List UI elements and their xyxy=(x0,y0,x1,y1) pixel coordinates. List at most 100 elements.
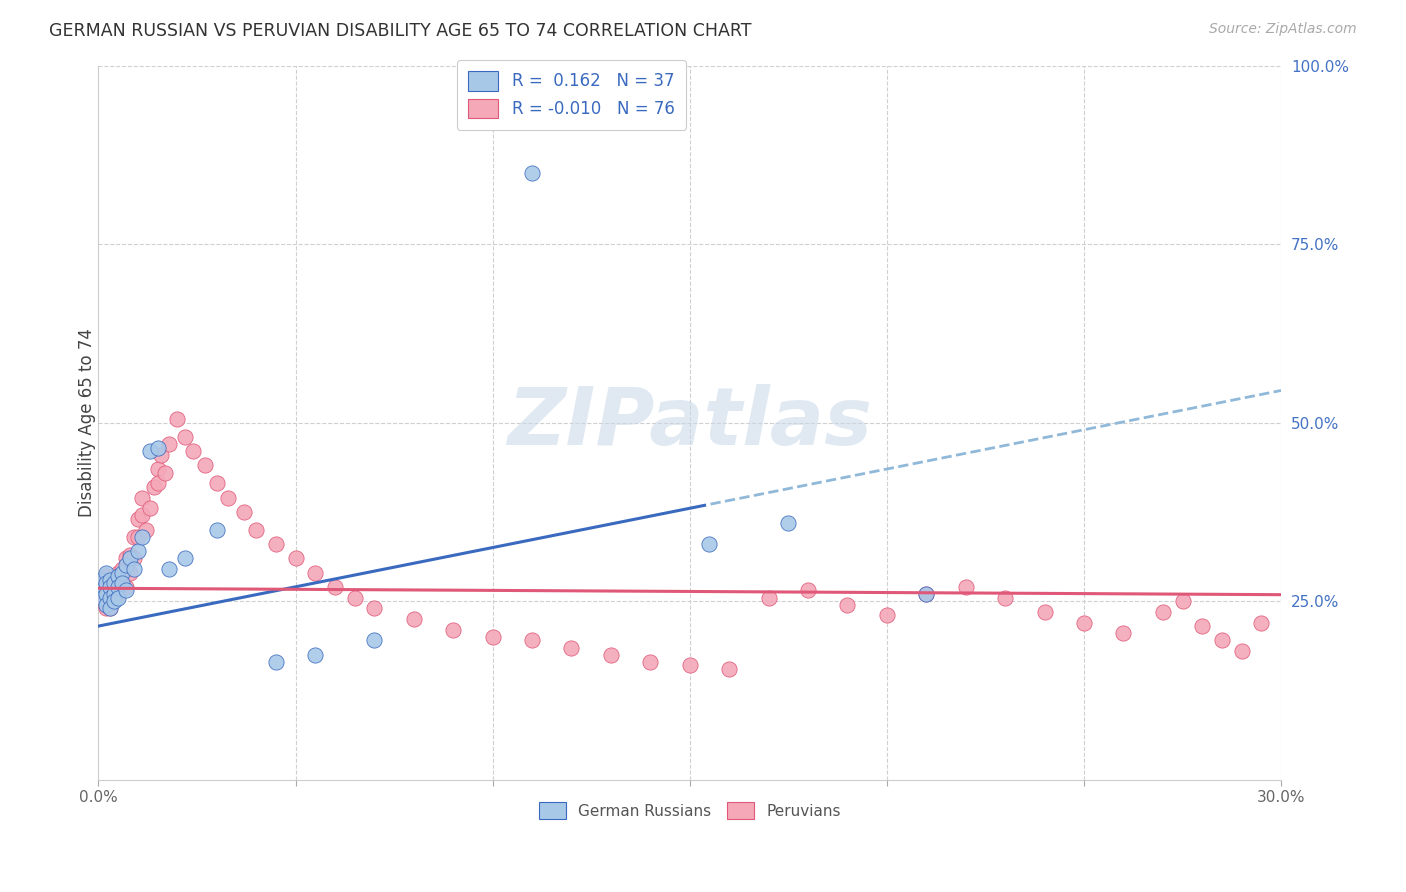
Point xyxy=(1112,626,1135,640)
Point xyxy=(1230,644,1253,658)
Point xyxy=(118,566,141,580)
Point xyxy=(758,591,780,605)
Point xyxy=(111,576,134,591)
Point xyxy=(1033,605,1056,619)
Point xyxy=(955,580,977,594)
Point xyxy=(142,480,165,494)
Point xyxy=(778,516,800,530)
Point xyxy=(98,601,121,615)
Point xyxy=(96,591,118,605)
Point xyxy=(91,587,114,601)
Point xyxy=(402,612,425,626)
Point xyxy=(107,576,129,591)
Text: ZIPatlas: ZIPatlas xyxy=(508,384,872,461)
Point xyxy=(138,501,160,516)
Point xyxy=(98,594,121,608)
Point xyxy=(157,437,180,451)
Point xyxy=(915,587,938,601)
Point xyxy=(91,583,114,598)
Point xyxy=(194,458,217,473)
Point xyxy=(146,441,169,455)
Point xyxy=(107,587,129,601)
Point xyxy=(107,566,129,580)
Point xyxy=(135,523,157,537)
Point xyxy=(174,430,197,444)
Point xyxy=(699,537,721,551)
Point xyxy=(98,573,121,587)
Point xyxy=(115,562,138,576)
Point xyxy=(103,573,125,587)
Point xyxy=(111,562,134,576)
Point xyxy=(122,562,145,576)
Point xyxy=(127,544,149,558)
Point xyxy=(96,580,118,594)
Point xyxy=(91,594,114,608)
Point xyxy=(118,551,141,566)
Point xyxy=(107,591,129,605)
Text: Source: ZipAtlas.com: Source: ZipAtlas.com xyxy=(1209,22,1357,37)
Point xyxy=(146,476,169,491)
Point xyxy=(131,508,153,523)
Point xyxy=(91,591,114,605)
Point xyxy=(304,566,326,580)
Point xyxy=(91,573,114,587)
Point xyxy=(115,551,138,566)
Point xyxy=(1211,633,1233,648)
Y-axis label: Disability Age 65 to 74: Disability Age 65 to 74 xyxy=(79,328,96,517)
Point xyxy=(98,580,121,594)
Point xyxy=(146,462,169,476)
Point xyxy=(323,580,346,594)
Point xyxy=(107,580,129,594)
Point xyxy=(96,566,118,580)
Point xyxy=(560,640,582,655)
Point xyxy=(304,648,326,662)
Point xyxy=(264,655,287,669)
Point xyxy=(174,551,197,566)
Point xyxy=(103,587,125,601)
Point xyxy=(98,601,121,615)
Point xyxy=(103,583,125,598)
Point xyxy=(150,448,173,462)
Point xyxy=(98,591,121,605)
Legend: German Russians, Peruvians: German Russians, Peruvians xyxy=(533,796,846,825)
Text: GERMAN RUSSIAN VS PERUVIAN DISABILITY AGE 65 TO 74 CORRELATION CHART: GERMAN RUSSIAN VS PERUVIAN DISABILITY AG… xyxy=(49,22,752,40)
Point xyxy=(233,505,256,519)
Point xyxy=(915,587,938,601)
Point xyxy=(107,569,129,583)
Point xyxy=(876,608,898,623)
Point xyxy=(718,662,741,676)
Point xyxy=(363,601,385,615)
Point xyxy=(640,655,662,669)
Point xyxy=(96,576,118,591)
Point xyxy=(98,573,121,587)
Point xyxy=(481,630,503,644)
Point xyxy=(205,476,228,491)
Point xyxy=(122,551,145,566)
Point xyxy=(363,633,385,648)
Point xyxy=(994,591,1017,605)
Point xyxy=(96,587,118,601)
Point xyxy=(520,633,543,648)
Point xyxy=(264,537,287,551)
Point xyxy=(138,444,160,458)
Point xyxy=(96,569,118,583)
Point xyxy=(131,530,153,544)
Point xyxy=(98,583,121,598)
Point xyxy=(122,530,145,544)
Point xyxy=(127,512,149,526)
Point xyxy=(1250,615,1272,630)
Point xyxy=(96,601,118,615)
Point xyxy=(118,548,141,562)
Point xyxy=(441,623,464,637)
Point xyxy=(837,598,859,612)
Point xyxy=(181,444,204,458)
Point xyxy=(127,530,149,544)
Point xyxy=(797,583,820,598)
Point xyxy=(157,562,180,576)
Point xyxy=(520,166,543,180)
Point xyxy=(111,566,134,580)
Point xyxy=(1073,615,1095,630)
Point xyxy=(599,648,621,662)
Point xyxy=(103,576,125,591)
Point xyxy=(111,576,134,591)
